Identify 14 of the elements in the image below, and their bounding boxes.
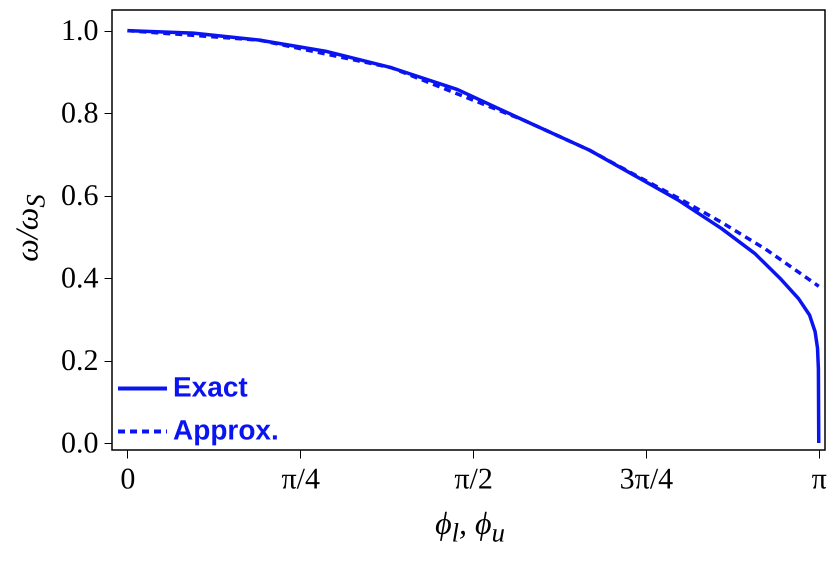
legend-label: Approx. — [173, 414, 279, 446]
y-tick-label: 0.8 — [61, 96, 98, 130]
legend-label: Exact — [173, 372, 248, 402]
x-tick-label: 0 — [120, 462, 136, 496]
x-axis-title: ϕ$_{l}$, ϕ$_{u}$ — [435, 505, 505, 548]
x-tick-label: 3π/4 — [620, 462, 674, 496]
y-tick-label: 0.4 — [61, 262, 98, 295]
x-tick-label: π — [812, 462, 827, 496]
y-tick-label: 0.0 — [61, 426, 98, 460]
x-tick-label: π/2 — [454, 462, 493, 496]
y-tick-label: 0.6 — [61, 179, 98, 212]
x-tick-label: π/4 — [282, 462, 320, 496]
y-tick-label: 0.2 — [61, 344, 98, 378]
y-tick-label: 1.0 — [61, 14, 98, 48]
